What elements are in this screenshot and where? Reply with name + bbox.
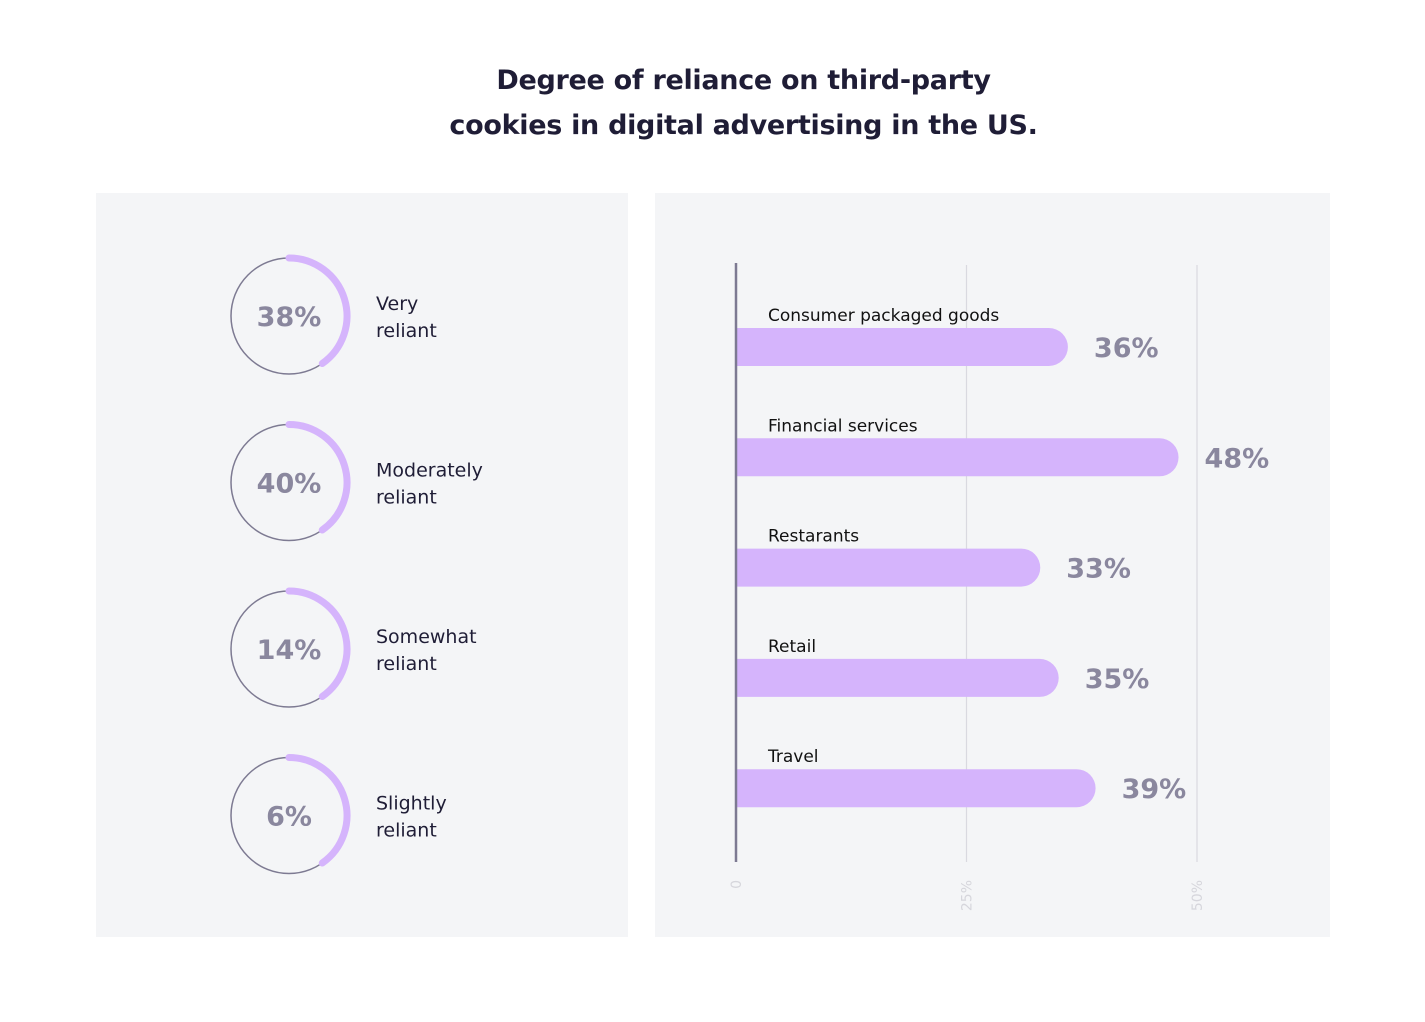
bar-row: Financial services 48% <box>736 416 1270 477</box>
bar-row: Consumer packaged goods 36% <box>736 306 1159 366</box>
bar-row: Restarants 33% <box>736 527 1131 587</box>
x-tick-label: 50% <box>1190 880 1206 911</box>
category-label: Restarants <box>768 527 859 547</box>
industry-bar-chart: Consumer packaged goods 36% Financial serv… <box>729 263 1270 911</box>
ring-value: 14% <box>257 635 322 666</box>
chart-title-line1: Degree of reliance on third-party <box>496 65 991 96</box>
bar-row: Retail 35% <box>736 637 1149 697</box>
bar <box>736 328 1068 366</box>
value-label: 48% <box>1205 443 1270 474</box>
ring-label-line1: Somewhat <box>376 626 477 648</box>
x-tick-label: 25% <box>960 880 976 911</box>
ring-accent-arc <box>285 421 351 534</box>
bar <box>736 658 1059 697</box>
reliance-degree-panel: 38% Very reliant 40% Moderately reliant 14% Som… <box>96 193 628 937</box>
value-label: 35% <box>1085 664 1150 695</box>
ring-label-line2: reliant <box>376 320 437 342</box>
x-tick-label: 0 <box>729 880 745 889</box>
reliance-item: 6% Slightly reliant <box>230 754 447 875</box>
value-label: 36% <box>1094 333 1159 364</box>
ring-accent-arc <box>285 587 351 701</box>
ring-label-line1: Very <box>376 293 418 315</box>
chart-title-line2: cookies in digital advertising in the US… <box>449 110 1038 141</box>
reliance-item: 38% Very reliant <box>230 254 437 375</box>
category-label: Financial services <box>768 416 918 436</box>
ring-label-line2: reliant <box>376 820 437 842</box>
ring-label-line1: Slightly <box>376 793 447 815</box>
bar <box>736 769 1096 808</box>
reliance-rings-chart: 38% Very reliant 40% Moderately reliant 14% Som… <box>230 254 483 875</box>
industry-bar-panel: Consumer packaged goods 36% Financial serv… <box>655 193 1330 937</box>
chart-title: Degree of reliance on third-party cookie… <box>0 58 1425 148</box>
ring-label-line2: reliant <box>376 653 437 675</box>
ring-value: 6% <box>266 802 312 833</box>
ring-label-line1: Moderately <box>376 460 483 482</box>
bar-row: Travel 39% <box>736 747 1187 808</box>
category-label: Retail <box>768 637 816 657</box>
category-label: Consumer packaged goods <box>768 306 999 326</box>
reliance-item: 14% Somewhat reliant <box>230 587 477 708</box>
value-label: 33% <box>1066 554 1131 585</box>
ring-accent-arc <box>285 754 351 867</box>
bar <box>736 548 1041 587</box>
value-label: 39% <box>1122 774 1187 805</box>
ring-value: 38% <box>257 302 322 333</box>
ring-value: 40% <box>257 469 322 500</box>
ring-accent-arc <box>285 254 351 368</box>
category-label: Travel <box>767 747 819 767</box>
reliance-item: 40% Moderately reliant <box>230 421 483 542</box>
bar <box>736 438 1179 477</box>
ring-label-line2: reliant <box>376 487 437 509</box>
